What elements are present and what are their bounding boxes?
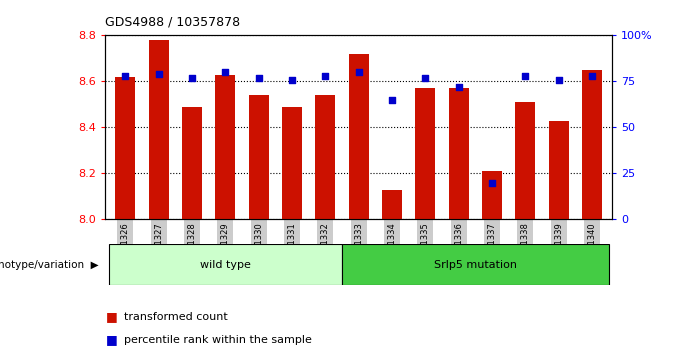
Text: GDS4988 / 10357878: GDS4988 / 10357878 [105, 15, 241, 28]
Text: Srlp5 mutation: Srlp5 mutation [434, 259, 517, 270]
Bar [415, 88, 435, 219]
Point [420, 75, 431, 81]
Point [487, 180, 498, 185]
Point [387, 97, 398, 103]
Bar [249, 95, 269, 219]
Bar [109, 244, 342, 285]
Bar [149, 40, 169, 219]
Text: ■: ■ [105, 333, 117, 346]
Point [554, 77, 564, 82]
Text: genotype/variation  ▶: genotype/variation ▶ [0, 259, 99, 270]
Point [253, 75, 264, 81]
Text: wild type: wild type [200, 259, 251, 270]
Point [120, 73, 131, 79]
Point [354, 69, 364, 75]
Point [587, 73, 598, 79]
Point [454, 84, 464, 90]
Point [220, 69, 231, 75]
Bar [342, 244, 609, 285]
Bar [182, 107, 202, 219]
Bar [382, 189, 402, 219]
Bar [116, 77, 135, 219]
Bar [349, 54, 369, 219]
Text: ■: ■ [105, 310, 117, 323]
Point [520, 73, 531, 79]
Point [320, 73, 330, 79]
Bar [216, 74, 235, 219]
Point [286, 77, 297, 82]
Bar [449, 88, 469, 219]
Point [153, 71, 164, 77]
Bar [482, 171, 502, 219]
Bar [582, 70, 602, 219]
Bar [549, 121, 568, 219]
Text: percentile rank within the sample: percentile rank within the sample [124, 335, 312, 345]
Bar [282, 107, 302, 219]
Point [186, 75, 197, 81]
Bar [316, 95, 335, 219]
Bar [515, 102, 535, 219]
Text: transformed count: transformed count [124, 312, 228, 322]
